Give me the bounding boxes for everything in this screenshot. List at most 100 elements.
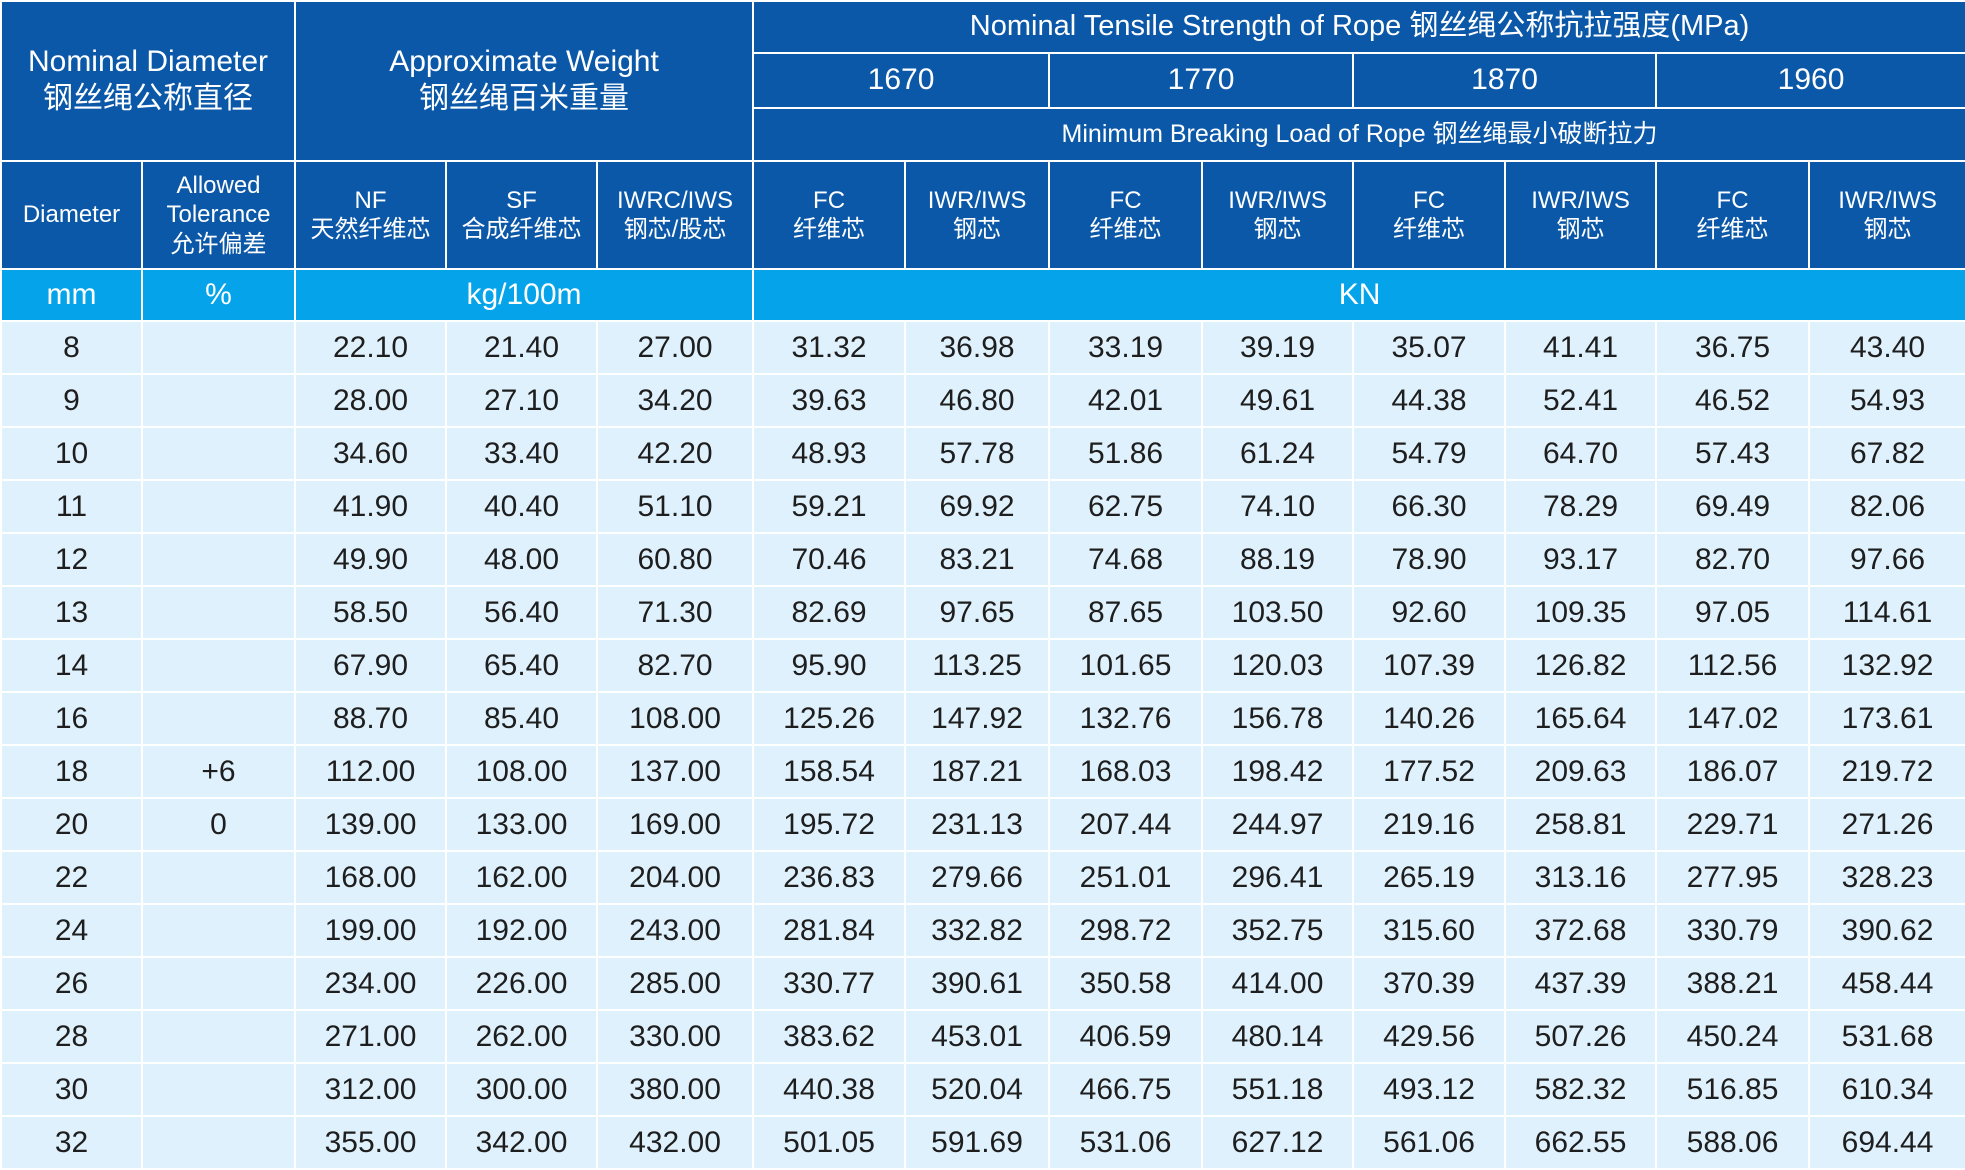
- cell-fc-1870: 44.38: [1352, 373, 1507, 428]
- cell-nf-weight: 139.00: [294, 797, 448, 852]
- tolerance-l2: Tolerance: [166, 201, 271, 229]
- cell-nf-weight: 34.60: [294, 426, 448, 481]
- cell-fc-1670: 236.83: [752, 850, 907, 905]
- cell-fc-1670: 281.84: [752, 903, 907, 958]
- cell-fc-1960: 388.21: [1655, 956, 1811, 1011]
- cell-iwr-1770: 88.19: [1201, 532, 1355, 587]
- cell-tolerance: [140, 638, 297, 693]
- cell-sf-weight: 300.00: [445, 1062, 599, 1117]
- cell-iwr-1960: 390.62: [1808, 903, 1965, 958]
- cell-fc-1670: 440.38: [752, 1062, 907, 1117]
- cell-diameter: 16: [0, 691, 143, 746]
- header-row-grades: 1670 1770 1870 1960: [1, 52, 1965, 109]
- cell-iwrc-weight: 71.30: [596, 585, 755, 640]
- fc-cn: 纤维芯: [1696, 216, 1769, 243]
- cell-tolerance: 0: [140, 797, 297, 852]
- cell-iwr-1870: 372.68: [1504, 903, 1658, 958]
- cell-nf-weight: 28.00: [294, 373, 448, 428]
- cell-iwr-1870: 209.63: [1504, 744, 1658, 799]
- cell-iwr-1960: 610.34: [1808, 1062, 1965, 1117]
- fc-1960-header: FC 纤维芯: [1655, 160, 1811, 270]
- cell-fc-1870: 78.90: [1352, 532, 1507, 587]
- cell-sf-weight: 262.00: [445, 1009, 599, 1064]
- cell-tolerance: [140, 373, 297, 428]
- cell-fc-1770: 51.86: [1048, 426, 1204, 481]
- cell-tolerance: [140, 850, 297, 905]
- cell-sf-weight: 162.00: [445, 850, 599, 905]
- cell-iwr-1670: 332.82: [904, 903, 1051, 958]
- cell-iwrc-weight: 82.70: [596, 638, 755, 693]
- cell-nf-weight: 88.70: [294, 691, 448, 746]
- cell-fc-1770: 74.68: [1048, 532, 1204, 587]
- cell-iwr-1670: 390.61: [904, 956, 1051, 1011]
- grade-1670: 1670: [752, 52, 1051, 109]
- cell-sf-weight: 133.00: [445, 797, 599, 852]
- cell-fc-1870: 107.39: [1352, 638, 1507, 693]
- iwrc-en: IWRC/IWS: [617, 186, 734, 214]
- cell-fc-1960: 82.70: [1655, 532, 1811, 587]
- cell-fc-1770: 33.19: [1048, 320, 1204, 375]
- cell-nf-weight: 41.90: [294, 479, 448, 534]
- cell-nf-weight: 355.00: [294, 1115, 448, 1170]
- nominal-diameter-en: Nominal Diameter: [27, 45, 269, 79]
- cell-iwr-1870: 313.16: [1504, 850, 1658, 905]
- cell-fc-1670: 48.93: [752, 426, 907, 481]
- table-row: 8 22.10 21.40 27.00 31.32 36.98 33.19 39.19 35.0…: [0, 320, 1965, 375]
- cell-sf-weight: 226.00: [445, 956, 599, 1011]
- cell-fc-1670: 383.62: [752, 1009, 907, 1064]
- fc-en: FC: [1413, 186, 1446, 214]
- cell-fc-1960: 36.75: [1655, 320, 1811, 375]
- cell-iwr-1770: 352.75: [1201, 903, 1355, 958]
- cell-tolerance: +6: [140, 744, 297, 799]
- cell-fc-1960: 186.07: [1655, 744, 1811, 799]
- cell-fc-1770: 168.03: [1048, 744, 1204, 799]
- cell-nf-weight: 112.00: [294, 744, 448, 799]
- cell-iwr-1960: 82.06: [1808, 479, 1965, 534]
- cell-nf-weight: 58.50: [294, 585, 448, 640]
- table-row: 13 58.50 56.40 71.30 82.69 97.65 87.65 103.50 92…: [0, 585, 1965, 640]
- cell-fc-1870: 54.79: [1352, 426, 1507, 481]
- unit-load: KN: [752, 268, 1965, 322]
- grade-1870: 1870: [1352, 52, 1658, 109]
- iwrc-cn: 钢芯/股芯: [623, 216, 727, 243]
- cell-iwr-1670: 591.69: [904, 1115, 1051, 1170]
- cell-tolerance: [140, 1009, 297, 1064]
- cell-iwr-1670: 36.98: [904, 320, 1051, 375]
- grade-1770: 1770: [1048, 52, 1355, 109]
- cell-iwrc-weight: 432.00: [596, 1115, 755, 1170]
- header-row-columns: Diameter Allowed Tolerance 允许偏差 NF 天然纤维芯…: [0, 160, 1965, 270]
- min-breaking-load-header: Minimum Breaking Load of Rope 钢丝绳最小破断拉力: [752, 107, 1965, 162]
- iwrc-header: IWRC/IWS 钢芯/股芯: [596, 160, 755, 270]
- cell-iwr-1670: 97.65: [904, 585, 1051, 640]
- cell-fc-1770: 42.01: [1048, 373, 1204, 428]
- cell-fc-1870: 265.19: [1352, 850, 1507, 905]
- tolerance-l1: Allowed: [176, 172, 261, 200]
- cell-iwr-1770: 480.14: [1201, 1009, 1355, 1064]
- cell-nf-weight: 199.00: [294, 903, 448, 958]
- cell-iwrc-weight: 60.80: [596, 532, 755, 587]
- cell-iwr-1870: 437.39: [1504, 956, 1658, 1011]
- approx-weight-en: Approximate Weight: [389, 45, 659, 79]
- cell-iwr-1770: 198.42: [1201, 744, 1355, 799]
- cell-tolerance: [140, 1115, 297, 1170]
- cell-tolerance: [140, 1062, 297, 1117]
- cell-diameter: 14: [0, 638, 143, 693]
- cell-fc-1960: 147.02: [1655, 691, 1811, 746]
- iwr-1960-header: IWR/IWS 钢芯: [1808, 160, 1965, 270]
- cell-fc-1670: 59.21: [752, 479, 907, 534]
- cell-fc-1670: 125.26: [752, 691, 907, 746]
- iwr-cn: 钢芯: [953, 216, 1002, 243]
- cell-fc-1870: 493.12: [1352, 1062, 1507, 1117]
- iwr-en: IWR/IWS: [927, 186, 1027, 214]
- cell-fc-1770: 406.59: [1048, 1009, 1204, 1064]
- cell-fc-1770: 298.72: [1048, 903, 1204, 958]
- iwr-1670-header: IWR/IWS 钢芯: [904, 160, 1051, 270]
- cell-iwr-1870: 41.41: [1504, 320, 1658, 375]
- cell-fc-1670: 330.77: [752, 956, 907, 1011]
- cell-iwr-1960: 271.26: [1808, 797, 1965, 852]
- approx-weight-header: Approximate Weight 钢丝绳百米重量: [294, 0, 755, 162]
- cell-sf-weight: 48.00: [445, 532, 599, 587]
- cell-fc-1770: 62.75: [1048, 479, 1204, 534]
- cell-iwr-1770: 296.41: [1201, 850, 1355, 905]
